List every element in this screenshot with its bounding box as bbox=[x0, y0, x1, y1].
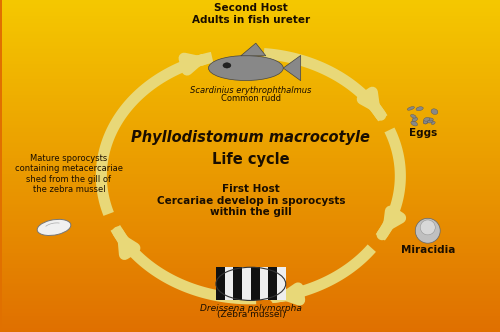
Ellipse shape bbox=[37, 219, 71, 235]
Polygon shape bbox=[283, 55, 300, 81]
Ellipse shape bbox=[424, 120, 428, 124]
Polygon shape bbox=[234, 267, 242, 300]
Polygon shape bbox=[251, 267, 260, 300]
Text: Mature sporocysts
containing metacercariae
shed from the gill of
the zebra musse: Mature sporocysts containing metacercari… bbox=[15, 154, 123, 194]
Ellipse shape bbox=[426, 120, 433, 123]
Text: Eggs: Eggs bbox=[408, 128, 437, 138]
Ellipse shape bbox=[416, 107, 423, 111]
Ellipse shape bbox=[432, 122, 435, 124]
Ellipse shape bbox=[431, 109, 438, 115]
Polygon shape bbox=[224, 267, 234, 300]
Ellipse shape bbox=[428, 118, 434, 121]
Polygon shape bbox=[268, 267, 277, 300]
Ellipse shape bbox=[412, 118, 418, 122]
Ellipse shape bbox=[410, 115, 416, 118]
Text: Scardinius erythrophthalmus: Scardinius erythrophthalmus bbox=[190, 86, 312, 95]
Text: First Host
Cercariae develop in sporocysts
within the gill: First Host Cercariae develop in sporocys… bbox=[156, 184, 345, 217]
Circle shape bbox=[223, 63, 231, 68]
Ellipse shape bbox=[420, 220, 435, 235]
Polygon shape bbox=[242, 267, 251, 300]
Text: Second Host
Adults in fish ureter: Second Host Adults in fish ureter bbox=[192, 3, 310, 25]
Ellipse shape bbox=[411, 121, 418, 126]
Polygon shape bbox=[277, 267, 285, 300]
Text: Common rudd: Common rudd bbox=[221, 94, 281, 103]
Ellipse shape bbox=[424, 118, 430, 121]
Text: (Zebra mussel): (Zebra mussel) bbox=[216, 310, 285, 319]
Ellipse shape bbox=[416, 218, 440, 243]
Text: Life cycle: Life cycle bbox=[212, 152, 290, 167]
Ellipse shape bbox=[424, 121, 428, 124]
Text: Miracidia: Miracidia bbox=[400, 245, 455, 255]
Polygon shape bbox=[260, 267, 268, 300]
Text: Phyllodistomum macrocotyle: Phyllodistomum macrocotyle bbox=[132, 130, 370, 145]
Polygon shape bbox=[241, 43, 266, 56]
Text: Dreissena polymorpha: Dreissena polymorpha bbox=[200, 304, 302, 313]
Polygon shape bbox=[216, 267, 224, 300]
Ellipse shape bbox=[208, 56, 283, 81]
Ellipse shape bbox=[407, 107, 414, 110]
